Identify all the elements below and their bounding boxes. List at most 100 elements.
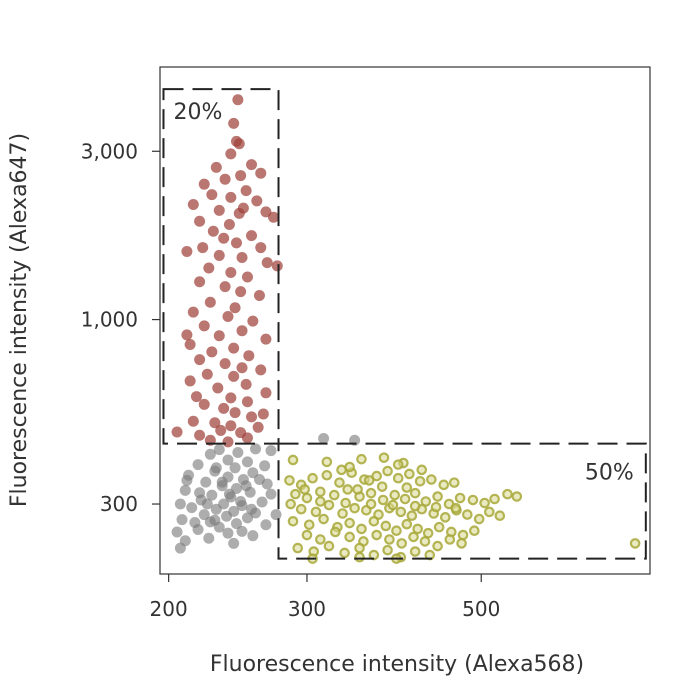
red-point [194,429,206,441]
yellow-point [371,470,382,482]
yellow-point [430,501,442,513]
grey-point [250,443,262,455]
yellow-point [334,477,345,488]
yellow-point [356,523,367,535]
red-point [212,382,224,394]
grey-point [270,509,282,521]
yellow-point [432,491,443,502]
grey-point [213,444,225,456]
yellow-point [494,510,506,521]
red-point [255,167,267,179]
red-point [219,173,231,185]
red-point [215,424,227,436]
grey-point [174,498,186,510]
yellow-point [285,498,296,510]
grey-point [216,476,228,488]
red-point [203,262,215,274]
grey-point [176,514,188,526]
yellow-point [323,540,335,552]
yellow-point [356,453,367,465]
yellow-point [396,538,407,549]
grey-point [221,510,233,522]
gate-box [162,88,280,445]
red-point [236,362,248,374]
yellow-point [469,525,480,537]
red-point [271,260,283,272]
yellow-point [409,546,421,557]
yellow-point [318,513,329,525]
yellow-point [384,534,395,545]
yellow-point [457,529,469,541]
grey-point [209,514,221,526]
yellow-point [307,472,318,484]
yellow-point [287,516,299,527]
red-point [252,421,264,433]
yellow-point [368,516,380,527]
yellow-point [330,526,341,538]
red-point [228,117,240,129]
red-point [236,251,248,263]
grey-point [260,519,272,531]
grey-point [256,496,268,508]
grey-point [232,446,244,458]
yellow-point [502,488,513,500]
red-point [240,378,252,390]
grey-point [247,530,259,542]
yellow-point [392,472,404,484]
yellow-point [456,538,467,549]
red-point [218,232,230,244]
grey-point [181,474,193,486]
red-point [241,271,253,283]
red-point [213,330,225,342]
red-point [197,242,209,254]
red-point [261,257,273,269]
yellow-point [340,497,351,509]
red-point [184,338,196,350]
y-tick-label: 1,000 [81,308,138,332]
grey-point [179,484,191,496]
red-point [219,281,231,293]
red-point [241,396,253,408]
yellow-point [339,547,350,559]
yellow-point [419,536,431,547]
yellow-point [337,508,348,519]
grey-point [203,532,215,544]
yellow-point [315,534,326,545]
red-point [255,242,267,254]
yellow-point [321,469,333,481]
red-point [194,276,206,288]
grey-point [228,537,240,549]
red-point [260,387,272,399]
yellow-point [376,481,388,492]
yellow-point [391,525,402,537]
yellow-point [438,479,450,491]
red-point [213,249,225,261]
red-point [228,370,240,382]
red-point [230,135,242,147]
grey-point [171,526,183,538]
red-point [225,148,237,160]
red-point [222,311,234,323]
grey-point [235,495,247,507]
red-point [198,398,210,410]
yellow-point [299,484,310,495]
gate-percent-label: 50% [585,461,634,486]
yellow-point [420,496,432,507]
grey-point [210,503,222,515]
red-point [230,237,242,249]
yellow-point [315,496,326,507]
yellow-point [301,492,313,504]
red-point [187,415,199,427]
grey-point [200,476,212,488]
yellow-point [352,484,363,495]
yellow-point [292,542,304,554]
points-layer [171,94,641,564]
red-point [209,417,221,429]
grey-point [246,503,258,515]
grey-point [265,445,277,457]
yellow-point [511,491,523,502]
red-point [201,368,213,380]
yellow-point [378,452,390,463]
y-axis: 300 1,000 3,000 [81,139,160,516]
red-point [223,219,235,231]
